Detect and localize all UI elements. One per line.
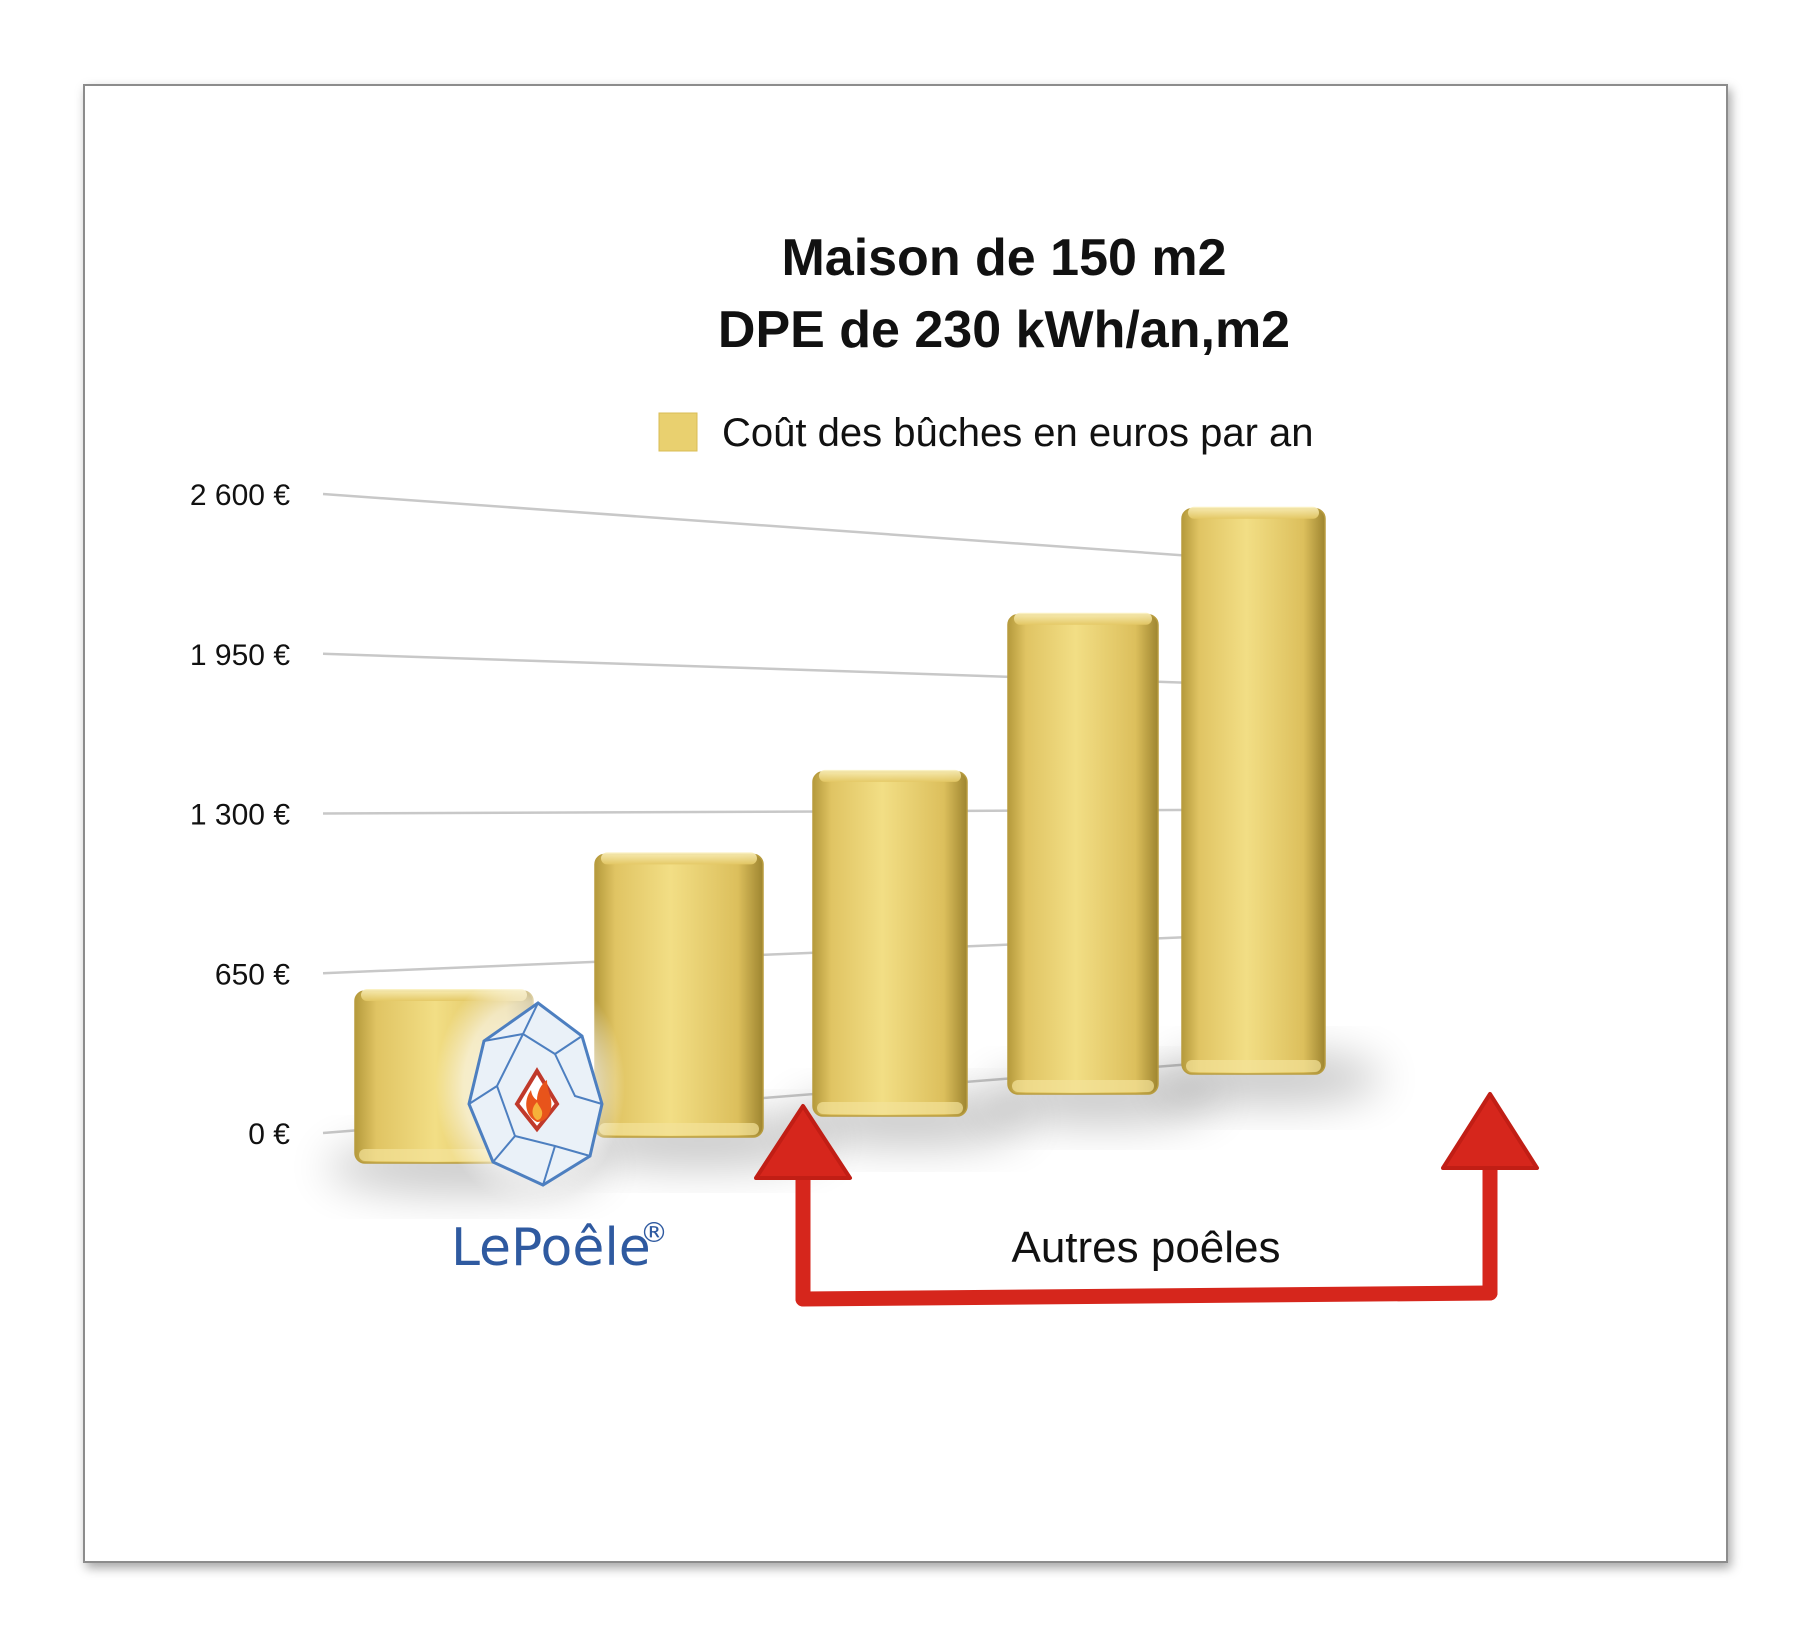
y-tick-label: 2 600 € xyxy=(190,479,290,512)
brand-name: LePoêle xyxy=(451,1218,651,1278)
bar-chart: Maison de 150 m2 DPE de 230 kWh/an,m2 Co… xyxy=(190,229,1539,1307)
bar-top xyxy=(601,852,757,865)
gridline xyxy=(322,492,1306,566)
bar-top xyxy=(1188,506,1319,519)
bar-base-highlight xyxy=(1012,1080,1154,1092)
chart-title-line-1: Maison de 150 m2 xyxy=(781,229,1226,287)
bar xyxy=(1181,507,1326,1075)
bar-base-highlight xyxy=(1186,1060,1321,1072)
legend-swatch xyxy=(658,412,698,452)
y-tick-label: 650 € xyxy=(215,958,290,991)
y-tick-label: 0 € xyxy=(248,1118,290,1151)
bar-top xyxy=(1014,612,1152,625)
y-axis: 0 € 650 € 1 300 € 1 950 € 2 600 € xyxy=(190,479,290,1151)
chart-title-line-2: DPE de 230 kWh/an,m2 xyxy=(718,301,1290,359)
legend-label: Coût des bûches en euros par an xyxy=(722,411,1314,455)
lepoele-brand: LePoêle ® xyxy=(451,1216,668,1278)
brand-registered-mark: ® xyxy=(640,1216,668,1249)
bar xyxy=(812,771,968,1117)
right-arrowhead xyxy=(1441,1092,1539,1170)
y-tick-label: 1 950 € xyxy=(190,639,290,672)
annotation-label: Autres poêles xyxy=(1011,1223,1280,1272)
autres-poeles-annotation: Autres poêles xyxy=(754,1092,1539,1307)
bar-base-highlight xyxy=(817,1102,963,1114)
red-bracket-arrow xyxy=(795,1133,1498,1307)
y-tick-label: 1 300 € xyxy=(190,799,290,832)
lepoele-logo xyxy=(435,966,625,1206)
bar-top xyxy=(819,769,961,782)
legend: Coût des bûches en euros par an xyxy=(658,411,1314,455)
bar-base-highlight xyxy=(599,1123,759,1135)
bar xyxy=(1007,614,1159,1095)
left-arrowhead xyxy=(754,1104,852,1180)
chart-card: Maison de 150 m2 DPE de 230 kWh/an,m2 Co… xyxy=(83,84,1728,1563)
